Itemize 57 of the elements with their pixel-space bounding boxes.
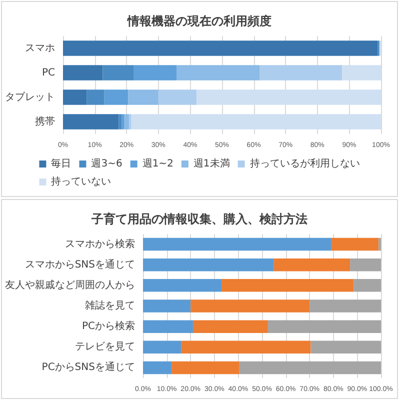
bar	[143, 320, 193, 333]
bar	[158, 90, 197, 105]
bar	[222, 279, 354, 292]
bar	[128, 90, 158, 105]
bar	[196, 90, 381, 105]
bar	[176, 65, 260, 80]
bar	[172, 361, 240, 374]
y-tick-label: スマホからSNSを通じて	[24, 258, 135, 270]
bar	[260, 65, 342, 80]
bar	[63, 40, 378, 56]
bar	[102, 65, 134, 80]
bar	[143, 238, 332, 251]
bar	[63, 114, 119, 130]
bar	[143, 258, 274, 272]
bar	[118, 114, 122, 130]
bar	[131, 114, 381, 130]
y-tick-label: 携帯	[35, 115, 55, 128]
bar	[190, 300, 310, 312]
bar	[181, 340, 311, 354]
legend-label: 週1~2	[142, 158, 174, 170]
y-tick-label: PC	[42, 67, 56, 78]
bar	[274, 258, 350, 272]
y-tick-label: スマホ	[25, 42, 55, 54]
bar	[143, 340, 182, 354]
legend-label: 持っているが利用しない	[250, 158, 360, 170]
y-tick-label: タブレット	[5, 90, 55, 103]
bar	[122, 114, 124, 130]
legend-label: 持っていない	[51, 176, 112, 188]
legend-label: 週3~6	[91, 158, 122, 170]
bar	[239, 361, 381, 374]
bar	[104, 90, 128, 105]
bar	[268, 320, 381, 333]
bar	[143, 361, 172, 374]
bar	[354, 279, 381, 292]
bar	[143, 279, 222, 292]
y-tick-label: PCからSNSを通じて	[42, 361, 135, 374]
chart-title: 子育て用品の情報収集、購入、検討方法	[90, 212, 308, 226]
bar	[134, 65, 177, 80]
bar	[143, 300, 191, 312]
bar	[192, 320, 268, 333]
y-tick-label: 友人や親戚など周囲の人から	[5, 278, 135, 291]
bar	[310, 340, 381, 354]
bar	[342, 65, 381, 80]
y-tick-label: 雑誌を見て	[85, 300, 135, 312]
bar	[310, 300, 381, 312]
legend-label: 毎日	[51, 158, 72, 170]
legend-label: 週1未満	[193, 158, 230, 170]
bar	[124, 114, 130, 130]
bar	[63, 65, 103, 80]
y-tick-label: PCから検索	[82, 320, 135, 332]
y-tick-label: テレビを見て	[75, 342, 135, 353]
bar	[86, 90, 104, 105]
bar	[63, 90, 87, 105]
y-tick-label: スマホから検索	[65, 238, 135, 250]
bar	[331, 238, 379, 251]
chart-title: 情報機器の現在の利用頻度	[126, 14, 272, 28]
bar	[350, 258, 381, 272]
